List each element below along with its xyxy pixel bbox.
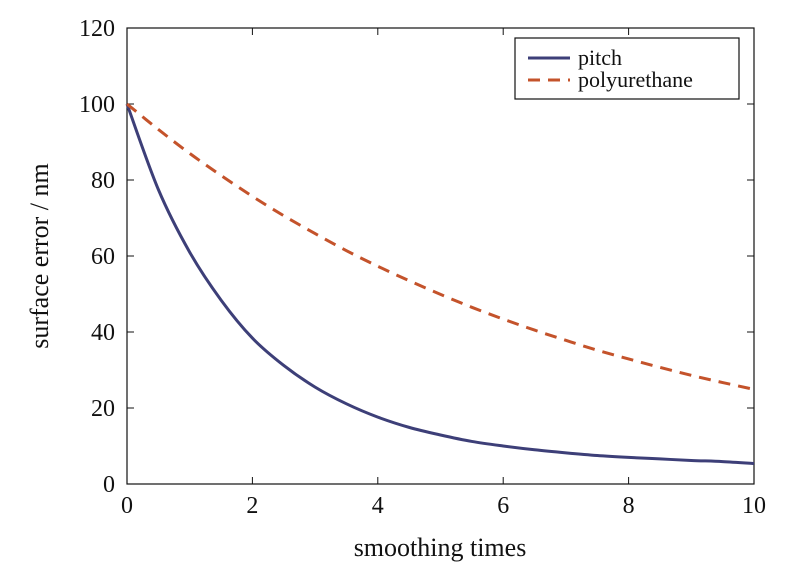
y-tick-label: 60 [91,244,115,270]
legend-label-polyurethane: polyurethane [578,67,693,92]
legend-label-pitch: pitch [578,45,622,70]
series-line-polyurethane [126,102,755,391]
y-tick-label: 40 [91,320,115,346]
y-tick-label: 100 [79,92,115,118]
legend: pitch polyurethane [514,37,740,100]
y-tick-label: 120 [79,16,115,42]
x-tick-label: 4 [372,493,384,519]
y-axis-label: surface error / nm [25,163,54,349]
y-tick-label: 80 [91,168,115,194]
x-axis-label: smoothing times [354,533,527,562]
x-tick-label: 2 [246,493,258,519]
x-tick-label: 0 [121,493,133,519]
y-tick-label: 0 [103,472,115,498]
legend-box [514,37,740,100]
x-tick-label: 10 [742,493,766,519]
y-tick-label: 20 [91,396,115,422]
x-tick-label: 6 [497,493,509,519]
series-line-pitch [125,103,755,465]
x-tick-label: 8 [623,493,635,519]
